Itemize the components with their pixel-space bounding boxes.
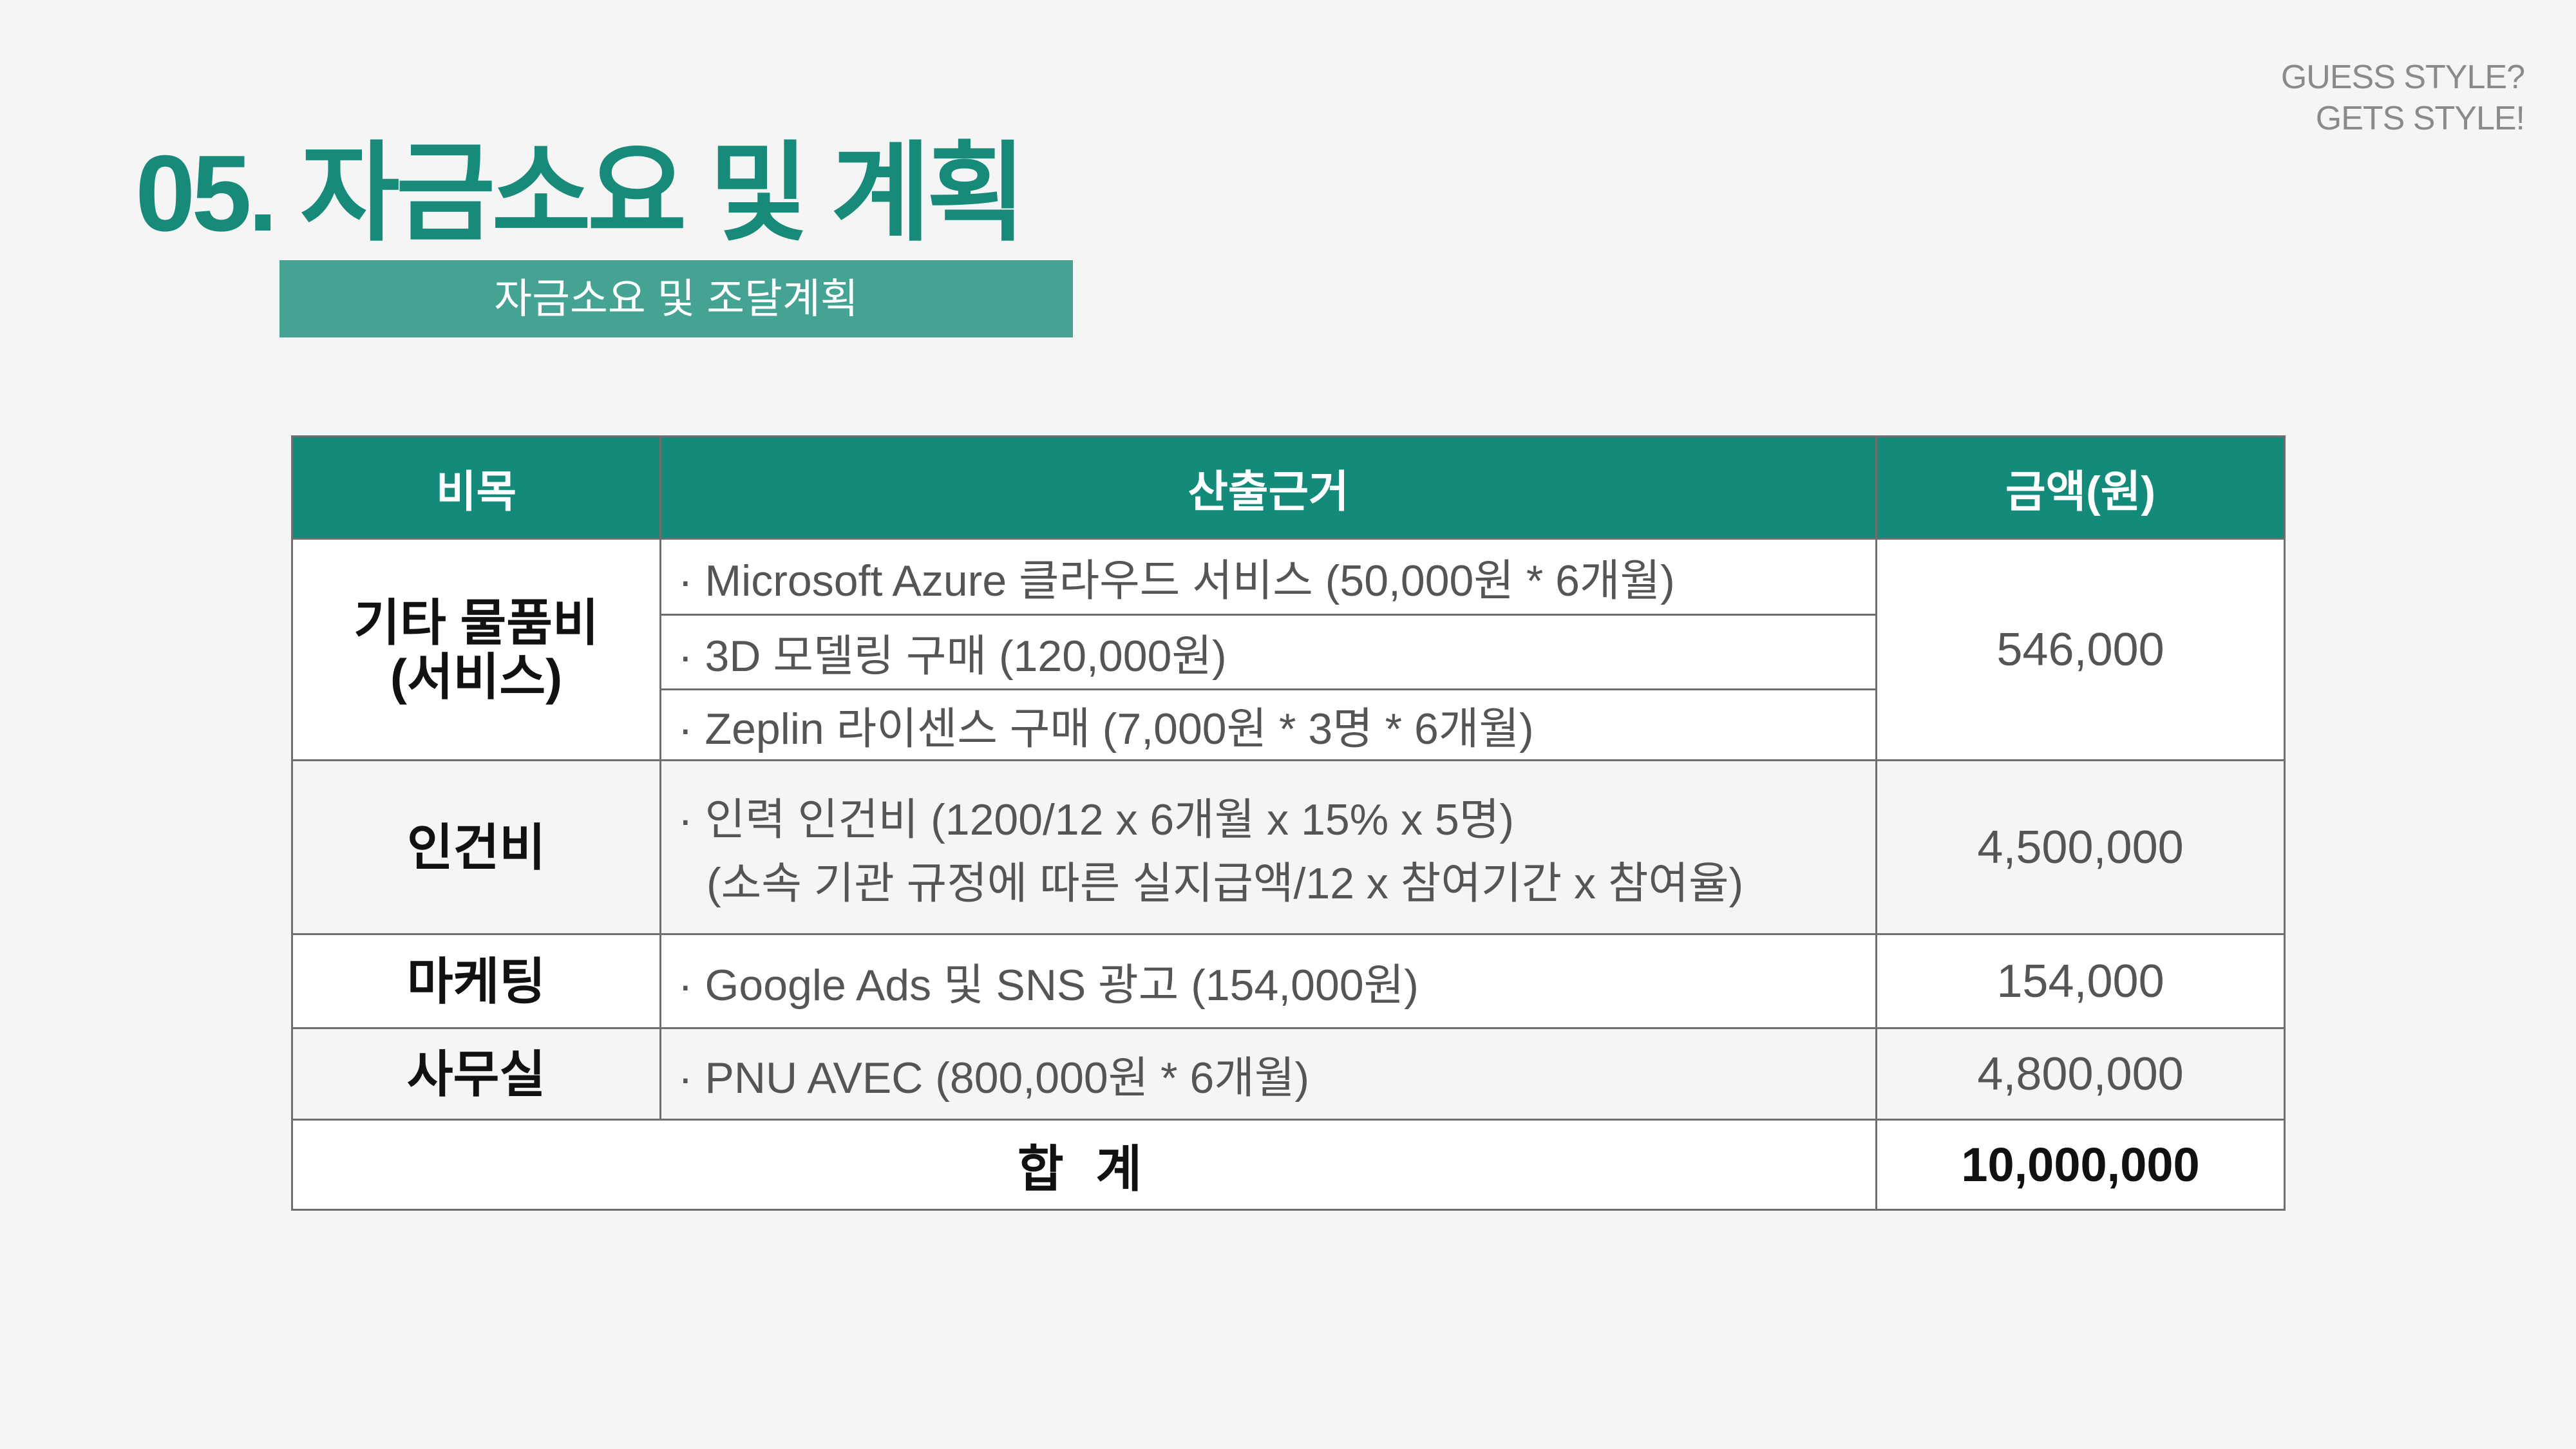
page-title: 05. 자금소요 및 계획	[135, 133, 1026, 254]
brand-tagline-line1: GUESS STYLE?	[2280, 59, 2525, 96]
amount-labor: 4,500,000	[1875, 759, 2286, 935]
table-row-misc-3: · Zeplin 라이센스 구매 (7,000원 * 3명 * 6개월)	[292, 688, 2285, 761]
basis-misc-3d: · 3D 모델링 구매 (120,000원)	[659, 614, 1877, 690]
table-row-labor: 인건비 · 인력 인건비 (1200/12 x 6개월 x 15% x 5명) …	[291, 759, 2286, 935]
item-office: 사무실	[291, 1027, 661, 1121]
table-row-misc-1: 기타 물품비 (서비스) · Microsoft Azure 클라우드 서비스 …	[291, 538, 2286, 761]
item-misc-line2: (서비스)	[390, 648, 563, 705]
basis-labor-line1: · 인력 인건비 (1200/12 x 6개월 x 15% x 5명)	[678, 795, 1514, 844]
header-amount: 금액(원)	[1875, 435, 2286, 540]
budget-table: 비목 산출근거 금액(원) 기타 물품비 (서비스) · Microsoft A…	[291, 435, 2286, 1211]
amount-office: 4,800,000	[1875, 1027, 2286, 1121]
basis-marketing: · Google Ads 및 SNS 광고 (154,000원)	[659, 933, 1877, 1029]
basis-labor: · 인력 인건비 (1200/12 x 6개월 x 15% x 5명) (소속 …	[659, 759, 1877, 935]
table-header-row: 비목 산출근거 금액(원)	[291, 435, 2286, 540]
brand-tagline: GUESS STYLE? GETS STYLE!	[2280, 57, 2525, 139]
item-misc-line1: 기타 물품비	[354, 594, 599, 651]
section-subtitle: 자금소요 및 조달계획	[279, 260, 1073, 337]
table-row-total: 합 계 10,000,000	[291, 1119, 2286, 1211]
table-row-marketing: 마케팅 · Google Ads 및 SNS 광고 (154,000원) 154…	[291, 933, 2286, 1029]
amount-misc: 546,000	[1875, 538, 2286, 761]
item-misc: 기타 물품비 (서비스)	[291, 538, 661, 761]
total-amount: 10,000,000	[1875, 1119, 2286, 1211]
total-label: 합 계	[291, 1119, 1877, 1211]
header-item: 비목	[291, 435, 661, 540]
table-row-office: 사무실 · PNU AVEC (800,000원 * 6개월) 4,800,00…	[291, 1027, 2286, 1121]
item-marketing: 마케팅	[291, 933, 661, 1029]
amount-marketing: 154,000	[1875, 933, 2286, 1029]
basis-labor-line2: (소속 기관 규정에 따른 실지급액/12 x 참여기간 x 참여율)	[706, 858, 1744, 908]
basis-office: · PNU AVEC (800,000원 * 6개월)	[659, 1027, 1877, 1121]
basis-misc-zeplin: · Zeplin 라이센스 구매 (7,000원 * 3명 * 6개월)	[659, 688, 1877, 761]
header-basis: 산출근거	[659, 435, 1877, 540]
brand-tagline-line2: GETS STYLE!	[2315, 100, 2525, 137]
basis-misc-azure: · Microsoft Azure 클라우드 서비스 (50,000원 * 6개…	[659, 538, 1877, 616]
table-row-misc-2: · 3D 모델링 구매 (120,000원)	[292, 614, 2285, 690]
item-labor: 인건비	[291, 759, 661, 935]
